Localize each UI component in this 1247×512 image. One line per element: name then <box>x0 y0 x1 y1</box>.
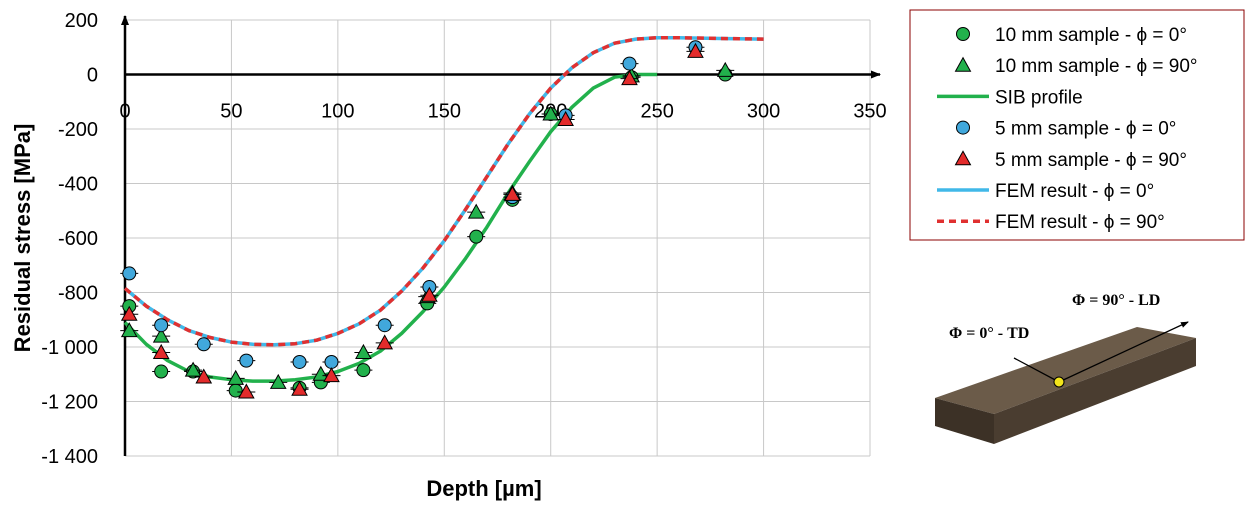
series-line <box>123 35 764 347</box>
data-point-circle <box>377 318 392 333</box>
data-point-circle <box>356 363 371 378</box>
data-point-triangle <box>152 343 170 359</box>
y-axis-title: Residual stress [MPa] <box>10 124 35 353</box>
y-tick-label: 0 <box>87 65 98 87</box>
legend-entry-label: 5 mm sample - ϕ = 90° <box>995 150 1187 171</box>
data-point-triangle <box>355 343 372 359</box>
td-direction-line <box>1013 357 1060 383</box>
measurement-point-icon <box>1053 376 1065 388</box>
legend: 10 mm sample - ϕ = 0° 10 mm sample - ϕ = … <box>909 9 1245 241</box>
y-tick-label: -600 <box>58 228 98 250</box>
data-point-triangle <box>120 322 138 338</box>
axis-labels: Depth [µm] Residual stress [MPa] <box>10 124 542 501</box>
data-point-triangle <box>557 110 574 126</box>
series-layer <box>120 35 764 399</box>
data-point-circle <box>324 354 339 369</box>
data-point-triangle <box>184 361 202 377</box>
data-point-triangle <box>120 305 138 321</box>
x-tick-label: 100 <box>321 101 354 123</box>
data-point-triangle <box>504 185 521 201</box>
legend-marker-triangle <box>954 56 972 72</box>
data-point-triangle <box>687 42 704 58</box>
sample-block-side <box>994 338 1196 444</box>
data-point-circle <box>122 266 137 281</box>
data-point-triangle <box>376 334 394 350</box>
data-point-triangle <box>312 365 330 381</box>
data-point-circle <box>154 364 169 379</box>
inset-label-ld: Φ = 90° - LD <box>1072 292 1160 309</box>
data-point-triangle <box>291 380 308 396</box>
data-point-triangle <box>269 373 287 389</box>
y-tick-label: -200 <box>58 119 98 141</box>
legend-entry-label: 10 mm sample - ϕ = 0° <box>995 25 1187 46</box>
legend-entry-label: 5 mm sample - ϕ = 0° <box>995 119 1176 140</box>
legend-entry-label: SIB profile <box>995 87 1083 108</box>
data-point-triangle <box>323 367 340 383</box>
x-tick-label: 250 <box>640 101 673 123</box>
ld-direction-line <box>1058 321 1189 383</box>
y-tick-label: 200 <box>65 10 98 32</box>
data-point-triangle <box>467 203 485 219</box>
data-point-triangle <box>421 286 438 302</box>
data-point-triangle <box>237 383 255 399</box>
legend-marker-circle <box>956 27 970 41</box>
sample-block-front <box>935 398 994 444</box>
legend-entry-label: FEM result - ϕ = 0° <box>995 181 1154 202</box>
x-tick-label: 0 <box>119 101 130 123</box>
data-point-triangle <box>716 61 734 77</box>
axes: 0501001502002503003502000-200-400-600-80… <box>41 10 886 468</box>
data-point-circle <box>292 354 307 369</box>
y-tick-label: -400 <box>58 174 98 196</box>
y-tick-label: -1 400 <box>41 446 98 468</box>
inset-label-td: Φ = 0° - TD <box>949 325 1029 342</box>
data-point-circle <box>154 318 169 333</box>
x-tick-label: 150 <box>428 101 461 123</box>
data-point-triangle <box>621 70 638 86</box>
legend-entry-label: 10 mm sample - ϕ = 90° <box>995 56 1198 77</box>
x-axis-title: Depth [µm] <box>426 476 541 501</box>
y-tick-label: -1 000 <box>41 337 98 359</box>
data-point-circle <box>239 353 254 368</box>
grid <box>125 19 871 457</box>
data-point-triangle <box>542 105 560 121</box>
data-point-circle <box>469 229 484 244</box>
x-tick-label: 350 <box>853 101 886 123</box>
x-tick-label: 300 <box>747 101 780 123</box>
x-tick-label: 50 <box>220 101 242 123</box>
y-tick-label: -800 <box>58 283 98 305</box>
data-point-triangle <box>227 369 245 385</box>
legend-marker-triangle <box>954 150 972 166</box>
sample-inset: Φ = 0° - TD Φ = 90° - LD <box>935 292 1196 444</box>
legend-marker-circle <box>956 120 970 135</box>
data-point-triangle <box>152 327 170 343</box>
legend-entry-label: FEM result - ϕ = 90° <box>995 212 1165 233</box>
data-point-triangle <box>195 368 213 384</box>
y-tick-label: -1 200 <box>41 392 98 414</box>
data-point-circle <box>196 337 211 352</box>
data-point-circle <box>622 56 637 71</box>
